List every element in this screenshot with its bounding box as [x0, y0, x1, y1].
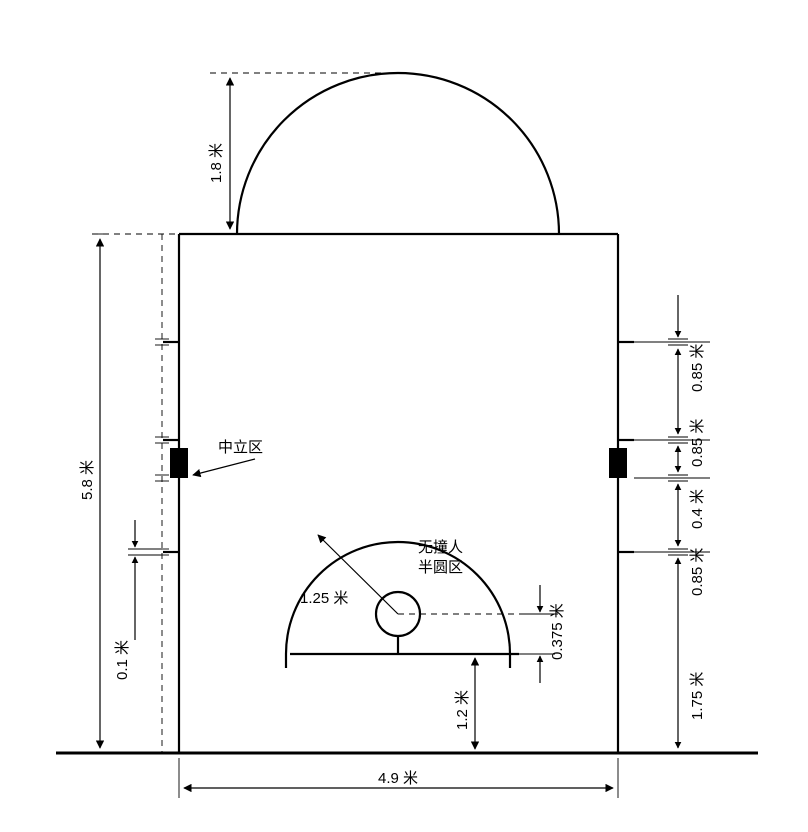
lblR-1: 0.85 米 — [689, 344, 706, 392]
lbl-nc-1: 无撞人 — [418, 538, 463, 556]
lbl-lane-depth: 5.8 米 — [79, 460, 96, 500]
lbl-nc-2: 半圆区 — [418, 559, 463, 576]
lbl-neutral-zone: 中立区 — [218, 439, 263, 456]
court-diagram: 1.8 米 5.8 米 0.1 米 中立区 1.25 米 无撞人 半圆区 0.3… — [0, 0, 808, 832]
lblR-2: 0.85 米 — [689, 419, 706, 467]
lbl-lane-width: 4.9 米 — [378, 770, 418, 787]
lbl-1p2: 1.2 米 — [454, 690, 471, 730]
lbl-hash-thk: 0.1 米 — [114, 640, 131, 680]
lbl-arc-height: 1.8 米 — [208, 143, 225, 183]
lblR-4: 0.85 米 — [689, 548, 706, 596]
ft-arc — [237, 73, 559, 234]
lblR-3: 0.4 米 — [689, 489, 706, 529]
neutral-block-right — [609, 448, 627, 478]
lbl-375: 0.375 米 — [549, 603, 566, 660]
lbl-nc-radius: 1.25 米 — [300, 590, 348, 607]
lblR-5: 1.75 米 — [689, 672, 706, 720]
arrow-neutral — [193, 459, 255, 475]
neutral-block-left — [170, 448, 188, 478]
